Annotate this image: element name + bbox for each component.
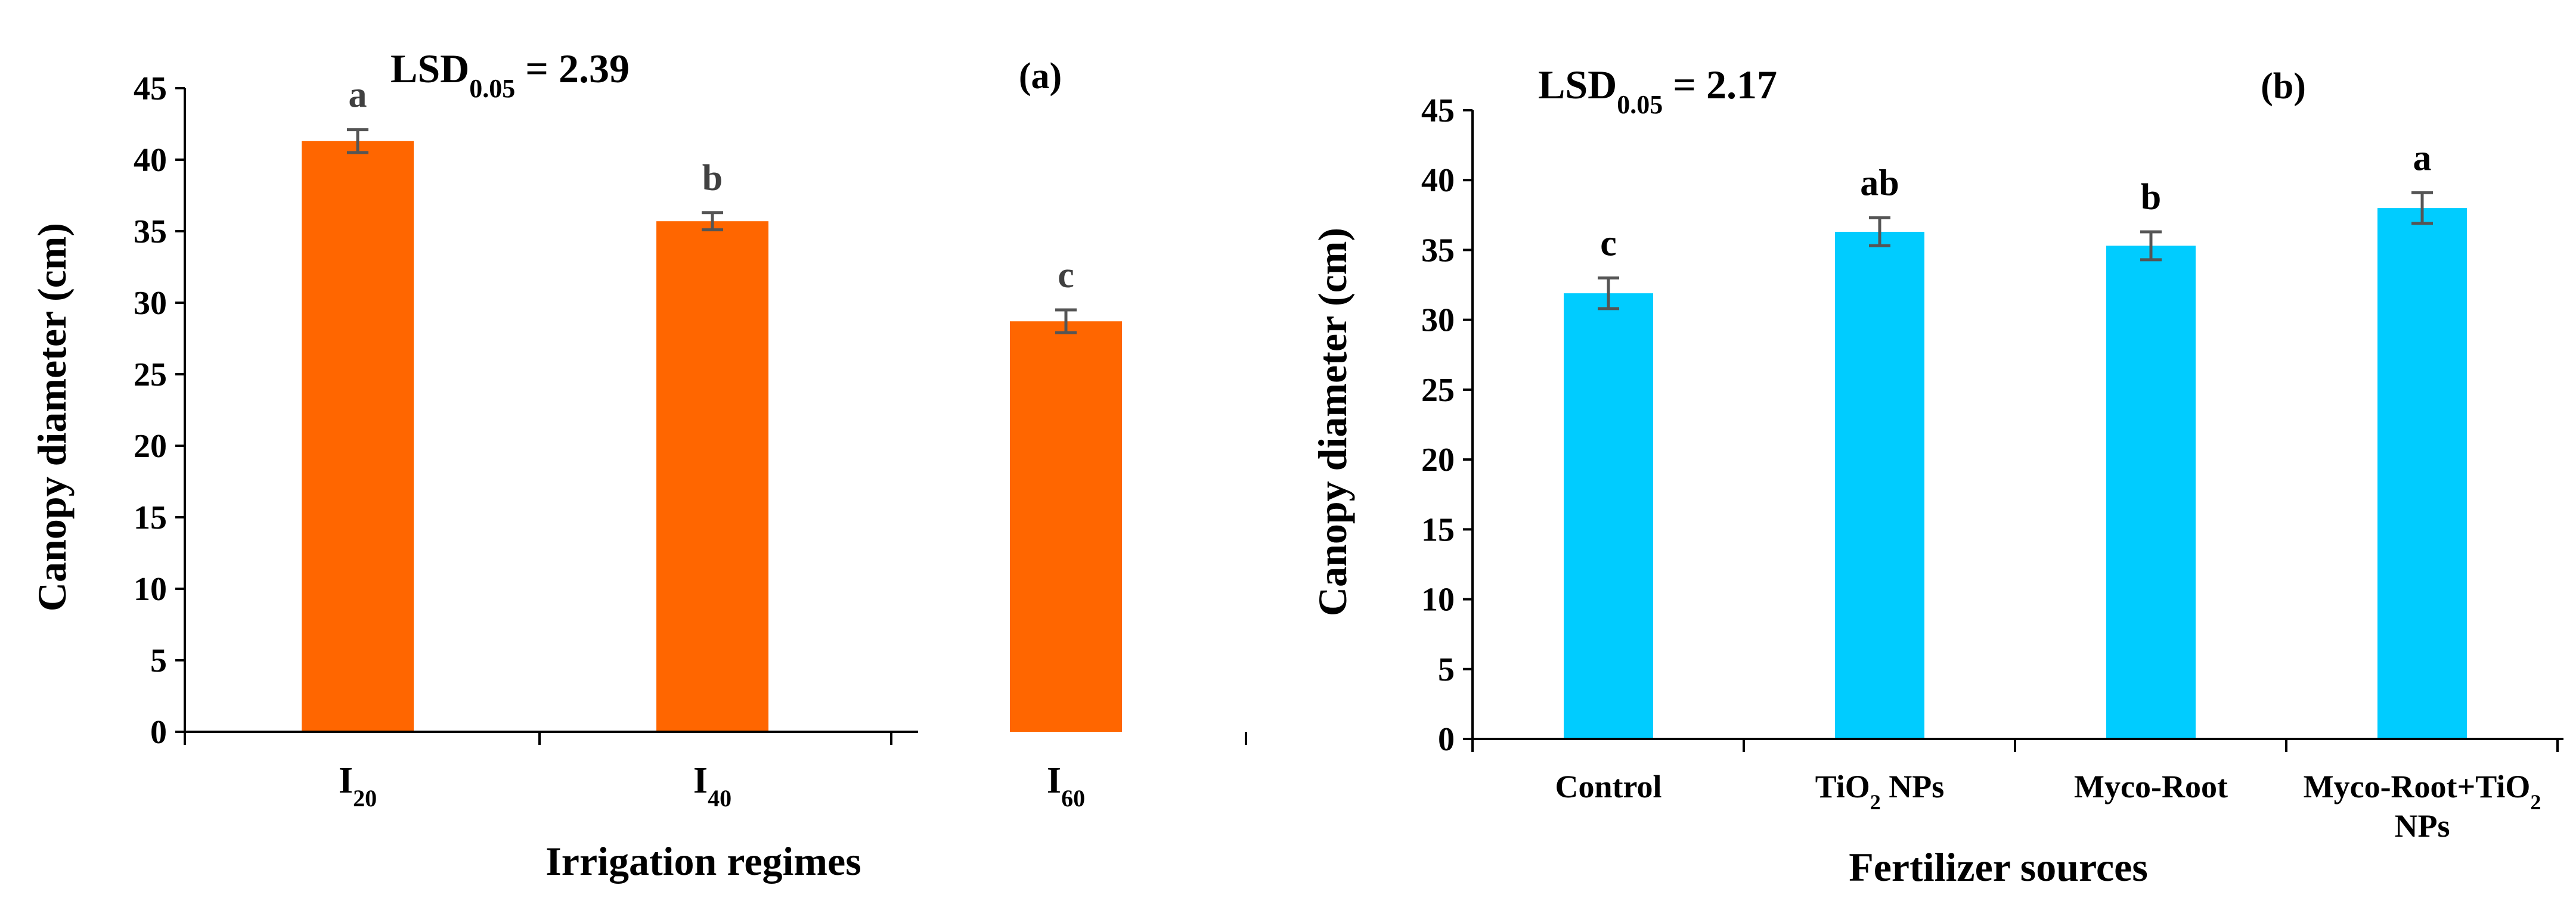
x-tick-label: Myco-Root bbox=[2074, 769, 2228, 805]
bar-1 bbox=[656, 221, 768, 732]
y-axis-label: Canopy diameter (cm) bbox=[1310, 228, 1355, 616]
bar-1 bbox=[1835, 231, 1924, 739]
significance-letter: c bbox=[1600, 223, 1617, 263]
bar-3 bbox=[2377, 208, 2467, 740]
y-axis-label: Canopy diameter (cm) bbox=[29, 223, 75, 611]
significance-letter: c bbox=[1058, 255, 1074, 296]
x-tick-label: Myco-Root+TiO2 NPs bbox=[2304, 769, 2541, 844]
error-bar-0 bbox=[347, 128, 368, 154]
bar-0 bbox=[302, 141, 414, 732]
y-tick-label: 40 bbox=[1421, 162, 1455, 199]
y-tick-label: 25 bbox=[134, 356, 167, 393]
error-bar-2 bbox=[2140, 230, 2162, 262]
y-tick-label: 30 bbox=[134, 285, 167, 322]
y-tick-label: 0 bbox=[1438, 721, 1455, 758]
error-bar-3 bbox=[2411, 191, 2433, 225]
panel-label: (b) bbox=[2261, 66, 2306, 107]
x-tick-label: Control bbox=[1555, 769, 1661, 805]
y-tick-label: 15 bbox=[1421, 511, 1455, 548]
x-tick-label: I60 bbox=[1047, 760, 1085, 812]
panel-a-irrigation-chart: Canopy diameter (cm) Irrigation regimes … bbox=[29, 46, 1247, 884]
y-tick-label: 5 bbox=[1438, 651, 1455, 688]
y-tick-label: 5 bbox=[150, 642, 167, 679]
bars: c ab b a bbox=[1564, 138, 2467, 740]
lsd-label: LSD0.05 = 2.17 bbox=[1538, 62, 1777, 119]
y-tick-label: 0 bbox=[150, 714, 167, 751]
x-tick-label: I20 bbox=[339, 760, 377, 812]
y-tick-label: 20 bbox=[1421, 442, 1455, 479]
y-tick-label: 35 bbox=[134, 213, 167, 250]
y-tick-label: 10 bbox=[1421, 582, 1455, 619]
panel-label: (a) bbox=[1019, 56, 1062, 97]
error-bar-1 bbox=[1869, 216, 1890, 247]
x-tick-labels: Control TiO2 NPs Myco-Root Myco-Root+TiO2 NP… bbox=[1471, 738, 2563, 844]
significance-letter: ab bbox=[1860, 163, 1899, 204]
y-tick-label: 25 bbox=[1421, 372, 1455, 409]
x-tick-label: I40 bbox=[693, 760, 731, 812]
y-axis-ticks: 0 5 10 15 20 25 30 35 40 45 bbox=[134, 70, 186, 751]
error-bar-1 bbox=[702, 211, 723, 232]
bar-0 bbox=[1564, 293, 1653, 740]
y-tick-label: 10 bbox=[134, 571, 167, 608]
y-axis-ticks: 0 5 10 15 20 25 30 35 40 45 bbox=[1421, 92, 1474, 758]
bar-2 bbox=[1010, 321, 1122, 732]
x-axis-label: Irrigation regimes bbox=[545, 838, 861, 884]
significance-letter: a bbox=[2413, 138, 2432, 178]
panel-b-fertilizer-chart: Canopy diameter (cm) Fertilizer sources … bbox=[1310, 62, 2563, 890]
y-tick-label: 35 bbox=[1421, 232, 1455, 269]
y-tick-label: 40 bbox=[134, 142, 167, 179]
error-bar-0 bbox=[1598, 276, 1619, 310]
y-tick-label: 45 bbox=[134, 70, 167, 107]
significance-letter: a bbox=[349, 75, 367, 116]
bars: a b c bbox=[302, 75, 1122, 732]
y-tick-label: 30 bbox=[1421, 302, 1455, 339]
y-tick-label: 45 bbox=[1421, 92, 1455, 129]
x-axis-label: Fertilizer sources bbox=[1849, 844, 2148, 890]
x-tick-label: TiO2 NPs bbox=[1815, 769, 1945, 814]
significance-letter: b bbox=[2141, 177, 2161, 218]
error-bar-2 bbox=[1055, 308, 1077, 334]
y-tick-label: 15 bbox=[134, 499, 167, 536]
y-tick-label: 20 bbox=[134, 428, 167, 465]
bar-2 bbox=[2106, 246, 2196, 739]
x-tick-labels: I20 I40 I60 bbox=[184, 731, 1247, 812]
lsd-label: LSD0.05 = 2.39 bbox=[390, 46, 630, 103]
significance-letter: b bbox=[702, 158, 723, 198]
